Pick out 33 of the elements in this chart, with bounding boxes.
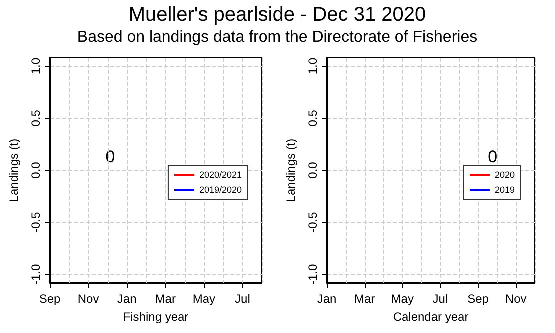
legend-label: 2019/2020 xyxy=(199,185,242,195)
y-tick-label: 0.5 xyxy=(29,110,43,127)
x-tick-label: Jan xyxy=(117,292,137,306)
x-tick-label: Mar xyxy=(354,292,376,306)
annotation: 0 xyxy=(488,148,498,166)
x-tick-label: Jul xyxy=(235,292,250,306)
x-tick-label: Nov xyxy=(78,292,100,306)
x-tick-label: Sep xyxy=(39,292,61,306)
legend-label: 2020 xyxy=(494,170,516,180)
x-tick-label: Jan xyxy=(317,292,337,306)
legend-label: 2019 xyxy=(494,185,516,195)
chart-title: Mueller's pearlside - Dec 31 2020 xyxy=(128,3,428,27)
y-tick-label: -0.5 xyxy=(29,212,43,233)
y-tick-label: -1.0 xyxy=(29,264,43,286)
x-axis-title: Fishing year xyxy=(123,310,189,324)
y-tick-label: 0.5 xyxy=(306,110,320,127)
x-tick-label: Mar xyxy=(155,292,176,306)
x-axis-title: Calendar year xyxy=(393,310,469,324)
x-tick-label: May xyxy=(192,292,216,306)
x-tick-label: Sep xyxy=(468,292,490,306)
y-tick-label: 1.0 xyxy=(306,58,320,75)
x-tick-label: Nov xyxy=(505,292,527,306)
y-axis-title: Landings (t) xyxy=(284,138,298,202)
chart-subtitle: Based on landings data from the Directorate of Fisheries xyxy=(76,28,479,48)
legend-label: 2020/2021 xyxy=(199,170,242,180)
y-axis-title: Landings (t) xyxy=(7,138,21,202)
y-tick-label: -1.0 xyxy=(306,264,320,286)
y-tick-label: 0.0 xyxy=(306,162,320,179)
x-tick-label: May xyxy=(391,292,414,306)
y-tick-label: 1.0 xyxy=(29,58,43,75)
x-tick-label: Jul xyxy=(432,292,448,306)
y-tick-label: -0.5 xyxy=(306,212,320,233)
y-tick-label: 0.0 xyxy=(29,162,43,179)
